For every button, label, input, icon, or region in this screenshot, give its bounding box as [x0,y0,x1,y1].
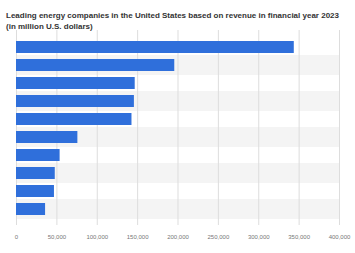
svg-text:350,000: 350,000 [288,234,310,240]
svg-text:250,000: 250,000 [208,234,230,240]
svg-text:150,000: 150,000 [127,234,149,240]
svg-text:100,000: 100,000 [86,234,108,240]
svg-text:200,000: 200,000 [167,234,189,240]
svg-text:50,000: 50,000 [48,234,67,240]
svg-text:0: 0 [15,234,19,240]
svg-text:400,000: 400,000 [329,234,351,240]
html-text:Leading energy companies in th: Leading energy companies in the United S… [6,11,339,31]
svg-text:300,000: 300,000 [248,234,270,240]
